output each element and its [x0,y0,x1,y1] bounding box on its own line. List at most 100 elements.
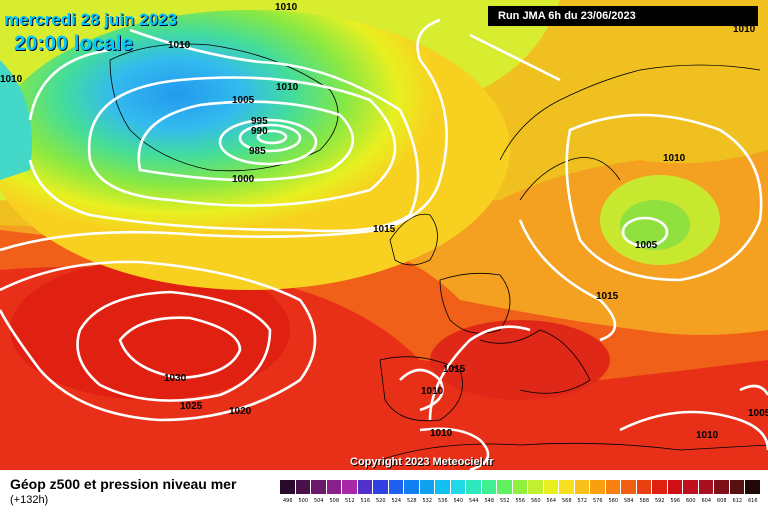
scale-value-label: 600 [685,498,696,504]
scale-swatch [683,480,699,494]
scale-value-label: 616 [747,498,758,504]
isobar-label: 1015 [596,291,619,302]
scale-swatch [667,480,683,494]
scale-swatch [729,480,745,494]
map-canvas [0,0,768,470]
isobar-1015 [0,18,561,252]
scale-swatch [373,480,389,494]
isobar-1010 [28,28,420,233]
scale-value-label: 496 [282,498,293,504]
isobar-1005-north [621,216,669,248]
isobar-1020 [0,260,317,422]
scale-value-label: 516 [360,498,371,504]
scale-value-label: 612 [732,498,743,504]
cold-edge [0,60,32,180]
scale-swatch [636,480,652,494]
scale-value-label: 596 [670,498,681,504]
isobar-990 [238,123,302,153]
scale-value-label: 560 [530,498,541,504]
scale-swatch [590,480,606,494]
scandinavia-low-core [620,200,690,250]
high-core-med [430,320,610,400]
isobar-1030 [118,316,242,380]
isobar-label: 1010 [696,430,719,441]
isobar-label: 985 [249,146,266,157]
scale-swatch [404,480,420,494]
isobar-label: 1010 [663,153,686,164]
isobar-1010-north [565,113,763,282]
scale-swatch [388,480,404,494]
forecast-time: 20:00 locale [14,32,134,55]
isobar-label: 1015 [443,364,466,375]
isobar-label: 1005 [232,95,255,106]
scale-value-label: 512 [344,498,355,504]
scale-value-label: 532 [422,498,433,504]
isobar-label: 1010 [275,2,298,13]
iberia-coast [379,356,463,422]
isobar-label: 1010 [0,74,23,85]
scale-swatch [512,480,528,494]
legend-title: Géop z500 et pression niveau mer [10,476,237,492]
scale-swatch [435,480,451,494]
scale-swatch [326,480,342,494]
scale-value-label: 552 [499,498,510,504]
scale-value-label: 604 [701,498,712,504]
isobar-label: 1005 [748,408,768,419]
scale-value-label: 548 [484,498,495,504]
isobar-label: 1005 [635,240,658,251]
color-scale [280,480,761,494]
scale-value-label: 588 [639,498,650,504]
weather-map: 1010 1010 1010 1005 995 990 985 1000 101… [0,0,768,470]
british-isles-coast [389,213,438,266]
isobar-label: 1010 [430,428,453,439]
isobar-1010-south [399,368,490,470]
scale-swatch [605,480,621,494]
scale-swatch [481,480,497,494]
isobar-label: 1010 [168,40,191,51]
scale-swatch [543,480,559,494]
isobar-label: 1025 [180,401,203,412]
scale-swatch [497,480,513,494]
scale-value-label: 540 [453,498,464,504]
isobar-1010-east [619,410,768,451]
scale-value-label: 572 [577,498,588,504]
isobar-label: 1010 [733,24,756,35]
scale-swatch [621,480,637,494]
scale-swatch [311,480,327,494]
scale-value-label: 576 [592,498,603,504]
scale-value-label: 608 [716,498,727,504]
scale-value-label: 564 [546,498,557,504]
forecast-date: mercredi 28 juin 2023 [4,10,177,29]
scale-swatch [574,480,590,494]
europe-coast [439,272,591,394]
africa-coast [379,442,768,461]
scale-value-label: 580 [608,498,619,504]
color-scale-labels: 496 500 504 508 512 516 520 524 528 532 536 540 544 5… [280,498,761,504]
isobar-label: 1010 [421,386,444,397]
scale-swatch [280,480,296,494]
isobar-label: 1030 [164,373,187,384]
scale-swatch [450,480,466,494]
legend-subtitle: (+132h) [10,494,49,506]
scale-swatch [295,480,311,494]
scale-value-label: 524 [391,498,402,504]
isobar-label: 1000 [232,174,255,185]
isobar-label: 1020 [229,406,252,417]
scale-swatch [528,480,544,494]
greenland-coast [109,43,339,172]
isobar-1015-south [428,219,617,421]
scale-value-label: 508 [329,498,340,504]
scale-swatch [342,480,358,494]
isobars [0,18,768,470]
scale-swatch [419,480,435,494]
scale-value-label: 500 [298,498,309,504]
run-info: Run JMA 6h du 23/06/2023 [488,6,758,26]
isobar-1025 [76,290,272,402]
scale-value-label: 568 [561,498,572,504]
scale-swatch [652,480,668,494]
isobar-label: 995 [251,116,268,127]
scale-swatch [745,480,761,494]
scale-swatch [559,480,575,494]
copyright: Copyright 2023 Meteociel.fr [350,456,494,468]
scale-swatch [714,480,730,494]
